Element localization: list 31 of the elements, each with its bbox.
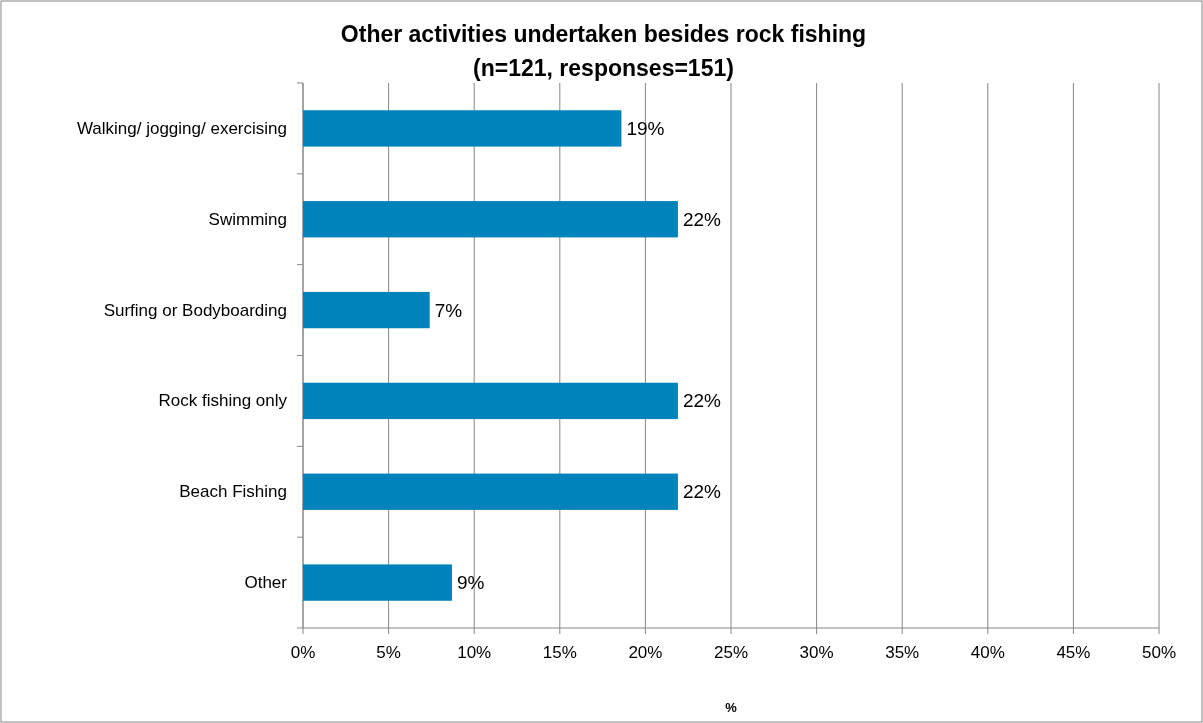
y-tick-label: Other: [244, 573, 288, 593]
y-tick-label: Beach Fishing: [179, 482, 287, 502]
x-tick-label: 50%: [1141, 643, 1177, 662]
data-label: 22%: [682, 390, 722, 412]
x-tick-label: 5%: [376, 643, 401, 662]
bar: [303, 382, 678, 420]
x-tick-label: 35%: [885, 643, 920, 662]
y-tick-label: Rock fishing only: [158, 391, 288, 411]
data-label: 7%: [434, 299, 463, 321]
x-tick-label: 15%: [542, 643, 577, 662]
data-label: 19%: [626, 117, 665, 139]
bar: [303, 201, 678, 238]
bar: [303, 291, 430, 329]
data-label: 22%: [682, 481, 722, 503]
x-tick-label: 25%: [713, 643, 749, 662]
data-label: 9%: [456, 572, 485, 594]
bar: [303, 564, 452, 601]
bar: [303, 110, 622, 147]
x-tick-label: 30%: [799, 643, 834, 662]
y-tick-label: Surfing or Bodyboarding: [103, 300, 287, 320]
x-tick-label: 40%: [970, 643, 1005, 662]
y-tick-label: Swimming: [208, 209, 287, 229]
x-axis-title: %: [725, 700, 738, 715]
bar: [303, 473, 678, 510]
x-tick-label: 45%: [1056, 643, 1091, 662]
y-tick-label: Walking/ jogging/ exercising: [76, 118, 287, 138]
x-tick-label: 20%: [628, 643, 663, 662]
x-tick-label: 0%: [290, 643, 316, 662]
data-label: 22%: [682, 208, 722, 230]
x-tick-label: 10%: [457, 643, 492, 662]
chart-title: Other activities undertaken besides rock fishing (n=121, responses=151): [340, 21, 867, 81]
